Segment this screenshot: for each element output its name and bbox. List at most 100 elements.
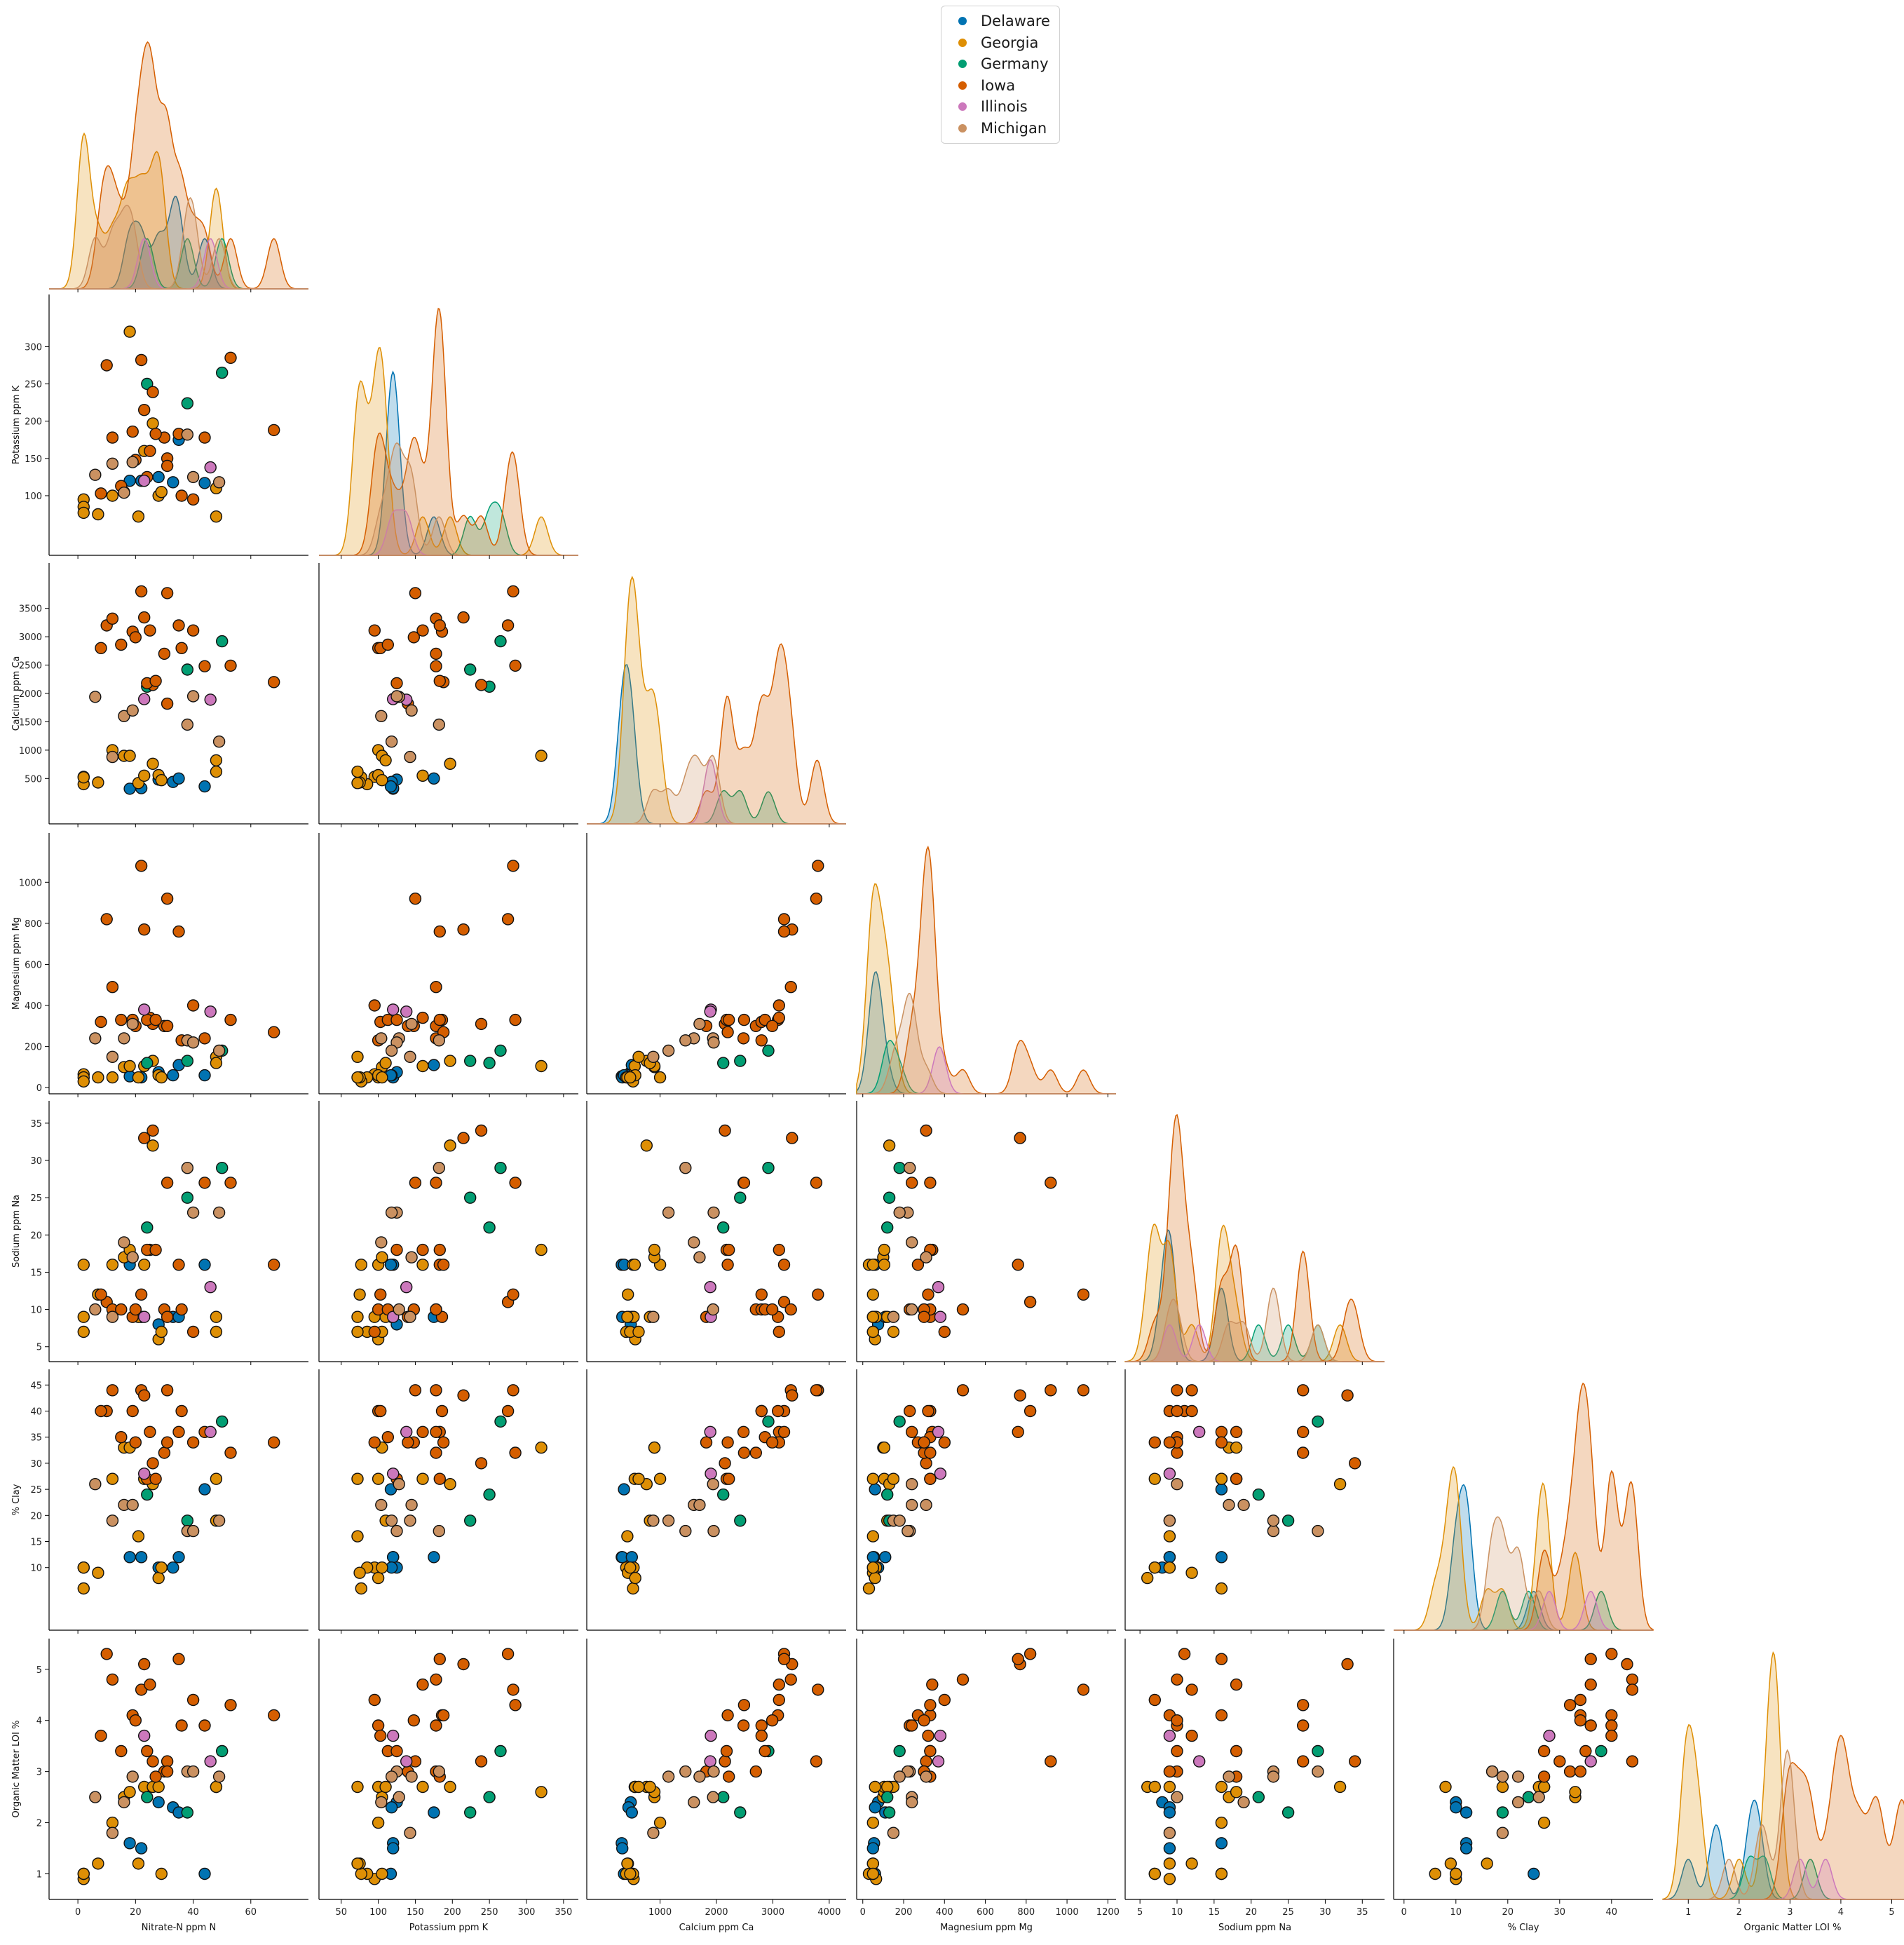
point-iowa-17 [766,1303,779,1316]
point-michigan-6 [385,735,398,748]
point-georgia-3 [866,1288,880,1301]
point-iowa-14 [721,1436,734,1449]
point-georgia-2 [77,1582,90,1595]
point-michigan-3 [920,1770,932,1783]
point-iowa-13 [1296,1699,1310,1712]
point-michigan-0 [1532,1791,1545,1803]
point-iowa-5 [144,1678,156,1691]
point-michigan-4 [433,1161,445,1174]
point-germany-0 [716,1221,730,1234]
point-germany-2 [494,1415,507,1428]
point-georgia-11 [376,1561,388,1574]
point-iowa-12 [737,1719,750,1732]
point-iowa-14 [721,1026,734,1038]
point-iowa-15 [755,1404,768,1418]
point-iowa-17 [1574,1714,1587,1727]
point-iowa-8 [161,1177,174,1189]
x-tick-label: 3000 [761,1907,784,1918]
point-iowa-11 [186,493,200,506]
point-iowa-0 [501,1404,515,1418]
point-georgia-2 [627,1582,639,1595]
point-georgia-4 [1215,1816,1228,1829]
x-axis-label: Organic Matter LOI % [1744,1923,1842,1933]
y-tick-label: 35 [30,1433,42,1444]
point-michigan-0 [707,1477,719,1491]
point-georgia-12 [632,1472,645,1485]
point-iowa-10 [175,489,188,502]
point-germany-1 [883,1191,896,1204]
point-georgia-5 [376,1251,388,1263]
point-germany-2 [216,366,229,379]
point-georgia-3 [353,1288,366,1301]
y-tick-label: 1000 [19,746,42,757]
point-iowa-20 [918,1436,930,1449]
y-tick-label: 15 [30,1538,42,1548]
point-georgia-6 [123,325,136,338]
x-tick-label: 2000 [705,1907,728,1918]
point-georgia-12 [210,510,223,523]
point-iowa-0 [1024,1404,1037,1418]
point-germany-1 [464,1191,477,1204]
legend-label: Georgia [981,34,1039,51]
x-tick-label: 100 [369,1907,387,1918]
point-michigan-1 [404,750,416,764]
y-tick-label: 25 [30,1485,42,1496]
point-georgia-3 [1185,1857,1198,1870]
point-iowa-12 [905,1719,918,1732]
point-georgia-11 [866,1561,880,1574]
point-iowa-0 [501,619,515,632]
x-tick-label: 3 [1787,1907,1793,1918]
kde-georgia-potassium-ppm-k [319,346,578,556]
point-michigan-0 [1171,1477,1183,1491]
point-michigan-6 [662,1206,675,1219]
point-iowa-14 [268,1436,280,1449]
point-georgia-13 [644,1780,656,1794]
point-michigan-2 [375,710,388,722]
point-michigan-6 [385,1514,398,1527]
panel-3-1 [318,833,578,1097]
point-iowa-1 [106,612,119,625]
point-illinois-0 [1163,1468,1176,1480]
x-tick-label: 0 [1401,1907,1407,1918]
x-tick-label: 300 [518,1907,536,1918]
x-tick-label: 60 [245,1907,257,1918]
point-iowa-16 [115,1744,128,1758]
point-iowa-1 [106,1673,119,1686]
point-michigan-4 [433,1034,445,1047]
point-iowa-5 [144,1425,156,1439]
point-iowa-0 [1024,1648,1037,1660]
point-iowa-3 [135,353,148,367]
point-germany-0 [483,1221,496,1234]
point-iowa-8 [810,1384,823,1397]
point-delaware-3 [167,1561,179,1574]
point-iowa-9 [172,1259,185,1271]
point-delaware-5 [198,1069,211,1082]
point-iowa-9 [1012,1425,1024,1439]
point-iowa-11 [1148,1436,1162,1449]
x-tick-label: 1000 [648,1907,672,1918]
legend-swatch [958,38,967,47]
point-iowa-12 [430,1719,442,1732]
point-michigan-3 [693,1498,706,1512]
point-iowa-11 [186,1325,200,1339]
point-iowa-10 [372,1719,385,1732]
point-michigan-2 [375,1498,388,1512]
point-iowa-15 [922,1729,934,1742]
point-michigan-1 [1163,1827,1176,1839]
x-tick-label: 20 [130,1907,142,1918]
point-germany-1 [883,1806,896,1819]
point-iowa-1 [956,1673,970,1686]
point-iowa-8 [409,587,422,599]
point-iowa-12 [198,660,211,672]
point-iowa-16 [381,1430,394,1444]
point-georgia-8 [628,1259,641,1271]
panel-4-0: 5 10 15 20 25 30 35 Sodium ppm Na [11,1101,308,1365]
point-iowa-16 [115,1303,128,1316]
point-iowa-6 [475,1755,488,1768]
x-tick-label: 20 [1245,1907,1257,1918]
point-michigan-2 [1511,1796,1525,1809]
point-iowa-15 [374,1729,387,1742]
point-illinois-1 [1584,1755,1597,1768]
point-iowa-19 [149,1770,162,1783]
point-iowa-15 [95,1015,107,1029]
